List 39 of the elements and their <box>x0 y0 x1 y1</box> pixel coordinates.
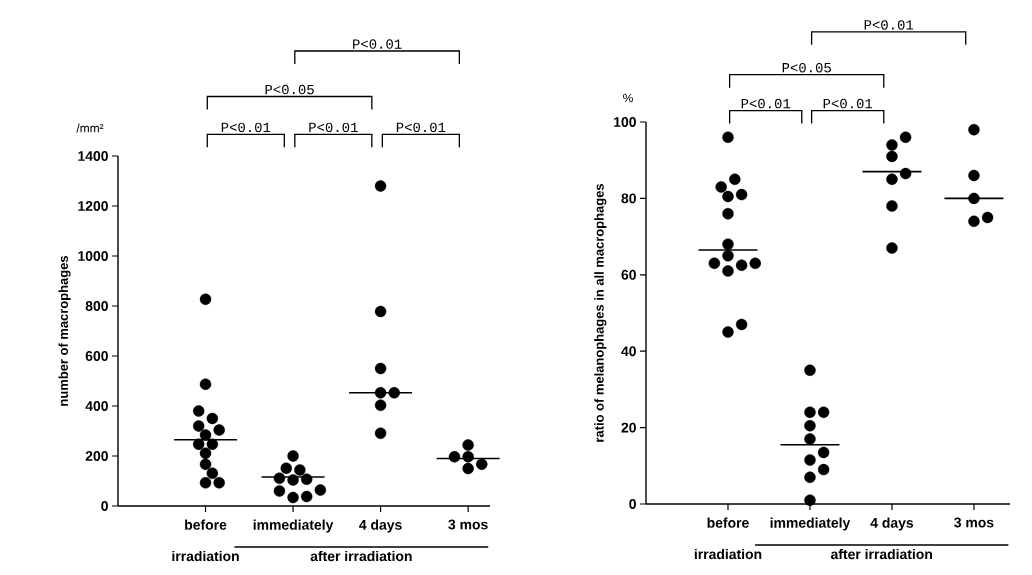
text: P<0.01 <box>823 98 873 109</box>
x-tick-label: before <box>185 519 227 530</box>
y-tick-label: 60 <box>621 269 636 280</box>
y-tick-label: 200 <box>85 451 108 461</box>
y-tick-label: 0 <box>629 499 636 509</box>
text: P<0.01 <box>353 39 402 49</box>
y-tick-label: 20 <box>621 422 636 433</box>
text: P<0.01 <box>221 122 271 133</box>
text: P<0.01 <box>864 20 914 30</box>
x-tick-label: 4 days <box>870 517 914 531</box>
text: irradiation <box>694 548 762 560</box>
y-tick-label: 100 <box>614 117 636 127</box>
x-tick-label: 3 mos <box>954 517 994 528</box>
y-tick-label: 0 <box>101 501 108 511</box>
y-tick-label: 80 <box>621 193 636 204</box>
y-axis-title: number of macrophages <box>58 255 71 406</box>
y-tick-label: 40 <box>621 346 636 357</box>
text: /mm² <box>76 123 104 133</box>
y-tick-label: 400 <box>85 401 108 411</box>
x-tick-label: 3 mos <box>448 519 488 530</box>
text: after irradiation <box>310 550 412 562</box>
y-tick-label: 600 <box>85 351 108 361</box>
text: P<0.01 <box>396 122 446 133</box>
text: after irradiation <box>830 548 932 560</box>
text: % <box>623 93 633 103</box>
x-tick-label: 4 days <box>359 519 402 533</box>
text: P<0.01 <box>741 98 791 109</box>
text: P<0.01 <box>309 122 358 133</box>
text: irradiation <box>172 550 239 562</box>
x-tick-label: immediately <box>253 519 334 533</box>
y-tick-label: 1000 <box>78 251 108 261</box>
y-tick-label: 1200 <box>78 201 108 211</box>
text: P<0.05 <box>265 84 314 95</box>
x-tick-label: before <box>707 517 749 528</box>
x-tick-label: immediately <box>770 517 851 531</box>
text: P<0.05 <box>782 62 831 73</box>
y-tick-label: 1400 <box>78 151 108 161</box>
y-tick-label: 800 <box>85 301 108 311</box>
y-axis-title: ratio of melanophages in all macrophages <box>594 183 607 442</box>
